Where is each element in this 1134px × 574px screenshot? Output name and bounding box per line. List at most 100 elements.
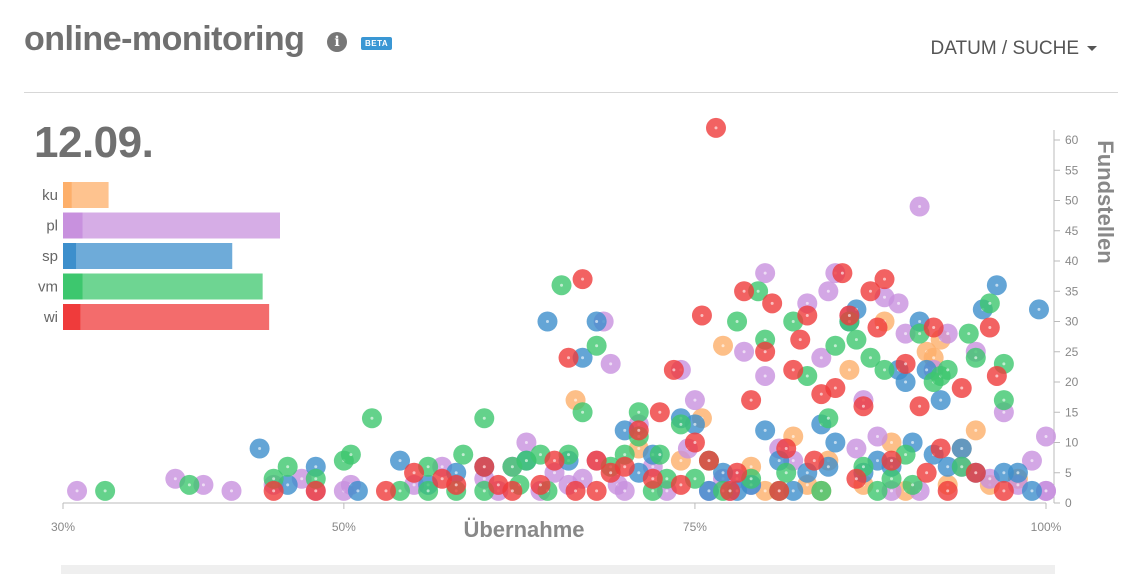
data-point-wi[interactable] xyxy=(649,402,670,423)
data-point-wi[interactable] xyxy=(832,263,853,284)
data-point-wi[interactable] xyxy=(628,420,649,441)
data-point-wi[interactable] xyxy=(530,474,551,495)
data-point-vm[interactable] xyxy=(551,275,572,296)
data-point-wi[interactable] xyxy=(769,480,790,501)
data-point-wi[interactable] xyxy=(860,281,881,302)
data-point-wi[interactable] xyxy=(375,480,396,501)
data-point-pl[interactable] xyxy=(1036,480,1056,501)
data-point-sp[interactable] xyxy=(1007,462,1028,483)
data-point-wi[interactable] xyxy=(586,480,607,501)
data-point-sp[interactable] xyxy=(1028,299,1049,320)
data-point-wi[interactable] xyxy=(909,396,930,417)
data-point-wi[interactable] xyxy=(720,480,741,501)
data-point-wi[interactable] xyxy=(502,480,523,501)
data-point-pl[interactable] xyxy=(516,432,537,453)
data-point-sp[interactable] xyxy=(572,347,593,368)
data-point-vm[interactable] xyxy=(95,480,116,501)
data-point-wi[interactable] xyxy=(881,450,902,471)
data-point-sp[interactable] xyxy=(390,450,411,471)
data-point-vm[interactable] xyxy=(572,402,593,423)
category-bar-sp[interactable] xyxy=(63,243,233,269)
data-point-wi[interactable] xyxy=(867,317,888,338)
data-point-wi[interactable] xyxy=(776,438,797,459)
data-point-pl[interactable] xyxy=(888,293,909,314)
data-point-wi[interactable] xyxy=(663,359,684,380)
data-point-wi[interactable] xyxy=(565,480,586,501)
data-point-sp[interactable] xyxy=(937,456,958,477)
data-point-sp[interactable] xyxy=(713,462,734,483)
data-point-pl[interactable] xyxy=(193,474,214,495)
data-point-vm[interactable] xyxy=(937,359,958,380)
data-point-wi[interactable] xyxy=(404,462,425,483)
data-point-vm[interactable] xyxy=(965,347,986,368)
data-point-wi[interactable] xyxy=(698,450,719,471)
data-point-vm[interactable] xyxy=(340,444,361,465)
data-point-pl[interactable] xyxy=(1021,450,1042,471)
data-point-pl[interactable] xyxy=(811,347,832,368)
data-point-pl[interactable] xyxy=(755,263,776,284)
data-point-pl[interactable] xyxy=(67,480,88,501)
data-point-wi[interactable] xyxy=(790,329,811,350)
data-point-pl[interactable] xyxy=(684,390,705,411)
data-point-wi[interactable] xyxy=(923,317,944,338)
data-point-vm[interactable] xyxy=(979,293,1000,314)
data-point-vm[interactable] xyxy=(179,474,200,495)
data-point-vm[interactable] xyxy=(390,480,411,501)
data-point-wi[interactable] xyxy=(930,438,951,459)
data-point-sp[interactable] xyxy=(684,414,705,435)
data-point-vm[interactable] xyxy=(474,408,495,429)
data-point-wi[interactable] xyxy=(839,305,860,326)
info-icon[interactable]: i xyxy=(327,32,347,52)
data-point-sp[interactable] xyxy=(783,480,804,501)
data-point-sp[interactable] xyxy=(586,311,607,332)
data-point-pl[interactable] xyxy=(1036,426,1056,447)
data-point-sp[interactable] xyxy=(1021,480,1042,501)
data-point-wi[interactable] xyxy=(263,480,284,501)
data-point-wi[interactable] xyxy=(305,480,326,501)
data-point-wi[interactable] xyxy=(572,269,593,290)
data-point-wi[interactable] xyxy=(986,365,1007,386)
data-point-pl[interactable] xyxy=(221,480,242,501)
data-point-wi[interactable] xyxy=(727,462,748,483)
data-point-wi[interactable] xyxy=(762,293,783,314)
data-point-wi[interactable] xyxy=(691,305,712,326)
data-point-wi[interactable] xyxy=(965,462,986,483)
data-point-vm[interactable] xyxy=(418,480,439,501)
data-point-wi[interactable] xyxy=(642,468,663,489)
data-point-vm[interactable] xyxy=(818,408,839,429)
data-point-sp[interactable] xyxy=(895,372,916,392)
data-point-vm[interactable] xyxy=(860,347,881,368)
data-point-wi[interactable] xyxy=(446,474,467,495)
data-point-sp[interactable] xyxy=(951,438,972,459)
data-point-wi[interactable] xyxy=(741,390,762,411)
category-bar-wi[interactable] xyxy=(63,304,270,330)
data-point-wi[interactable] xyxy=(734,281,755,302)
data-point-vm[interactable] xyxy=(586,335,607,356)
data-point-wi[interactable] xyxy=(670,474,691,495)
data-point-sp[interactable] xyxy=(986,275,1007,296)
category-bar-pl[interactable] xyxy=(63,212,280,239)
data-point-pl[interactable] xyxy=(846,438,867,459)
data-point-vm[interactable] xyxy=(958,323,979,344)
data-point-vm[interactable] xyxy=(811,480,832,501)
data-point-vm[interactable] xyxy=(727,311,748,332)
data-point-wi[interactable] xyxy=(755,341,776,362)
data-point-pl[interactable] xyxy=(600,353,621,374)
data-point-sp[interactable] xyxy=(825,432,846,453)
data-point-vm[interactable] xyxy=(825,335,846,356)
data-point-wi[interactable] xyxy=(937,480,958,501)
data-point-vm[interactable] xyxy=(874,359,895,380)
data-point-wi[interactable] xyxy=(804,450,825,471)
data-point-sp[interactable] xyxy=(993,462,1014,483)
category-bar-vm[interactable] xyxy=(63,273,263,300)
data-point-wi[interactable] xyxy=(705,117,726,138)
data-point-wi[interactable] xyxy=(853,396,874,417)
data-point-vm[interactable] xyxy=(748,281,769,302)
data-point-wi[interactable] xyxy=(825,378,846,399)
data-point-wi[interactable] xyxy=(895,353,916,374)
data-point-wi[interactable] xyxy=(558,347,579,368)
data-point-vm[interactable] xyxy=(846,329,867,350)
data-point-wi[interactable] xyxy=(544,450,565,471)
data-point-vm[interactable] xyxy=(277,456,298,477)
data-point-wi[interactable] xyxy=(916,462,937,483)
